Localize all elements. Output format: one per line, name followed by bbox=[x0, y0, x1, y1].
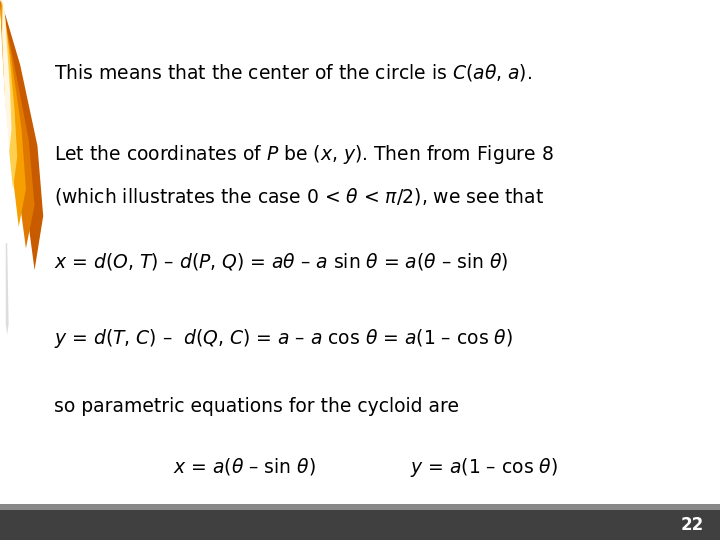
Text: $x$ = $a$($\theta$ – sin $\theta$): $x$ = $a$($\theta$ – sin $\theta$) bbox=[173, 456, 315, 477]
Text: $y$ = $a$(1 – cos $\theta$): $y$ = $a$(1 – cos $\theta$) bbox=[410, 456, 558, 480]
Text: This means that the center of the circle is $C(a\theta$, $a)$.: This means that the center of the circle… bbox=[54, 62, 532, 83]
Polygon shape bbox=[0, 0, 35, 248]
Text: $y$ = $d$($T$, $C$) –  $d$($Q$, $C$) = $a$ – $a$ cos $\theta$ = $a$(1 – cos $\th: $y$ = $d$($T$, $C$) – $d$($Q$, $C$) = $a… bbox=[54, 327, 513, 350]
Polygon shape bbox=[6, 243, 9, 335]
Bar bbox=[0, 510, 720, 540]
Polygon shape bbox=[0, 0, 43, 270]
Bar bbox=[0, 504, 720, 510]
Text: Let the coordinates of $P$ be $(x$, $y)$. Then from Figure 8: Let the coordinates of $P$ be $(x$, $y)$… bbox=[54, 143, 554, 166]
Polygon shape bbox=[1, 0, 26, 227]
Text: (which illustrates the case 0 < $\theta$ < $\pi$/2), we see that: (which illustrates the case 0 < $\theta$… bbox=[54, 186, 544, 207]
Text: so parametric equations for the cycloid are: so parametric equations for the cycloid … bbox=[54, 397, 459, 416]
Polygon shape bbox=[2, 0, 12, 157]
Text: $x$ = $d$($O$, $T$) – $d$($P$, $Q$) = $a\theta$ – $a$ sin $\theta$ = $a$($\theta: $x$ = $d$($O$, $T$) – $d$($P$, $Q$) = $a… bbox=[54, 251, 508, 272]
Text: 22: 22 bbox=[681, 516, 704, 534]
Polygon shape bbox=[2, 0, 17, 189]
